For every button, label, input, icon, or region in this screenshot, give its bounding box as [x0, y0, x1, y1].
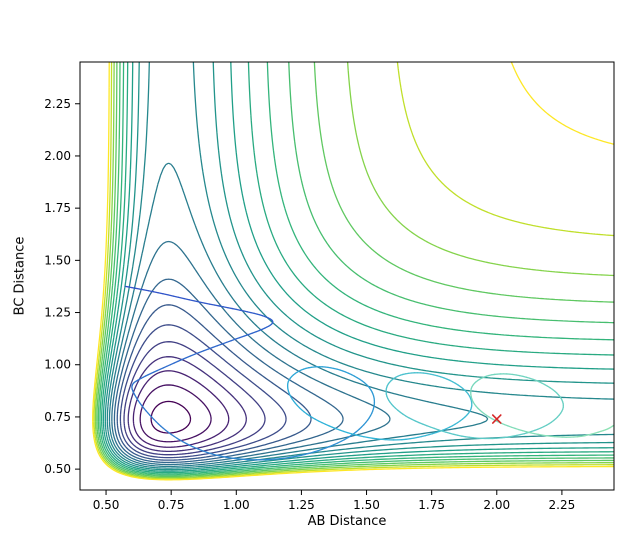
x-axis-label: AB Distance [307, 514, 387, 529]
y-axis-label: BC Distance [12, 236, 28, 316]
